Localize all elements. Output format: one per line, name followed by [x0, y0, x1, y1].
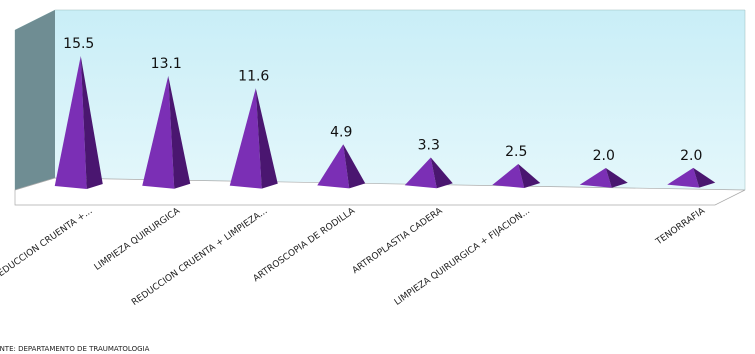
pyramid-side [518, 164, 541, 188]
pyramid [54, 56, 103, 189]
pyramid-face [317, 144, 350, 189]
pyramid-side [430, 157, 453, 189]
pyramid [579, 168, 628, 188]
pyramid-face [142, 75, 175, 189]
x-tick-label: ARTROSCOPIA DE RODILLA [252, 206, 358, 284]
x-tick-label: ARTROPLASTIA CADERA [351, 206, 445, 276]
pyramid-face [404, 157, 437, 189]
floor [14, 177, 746, 206]
x-tick-label: REDUCCION CRUENTA +... [0, 206, 94, 282]
pyramid-face [229, 88, 262, 189]
pyramid-side [605, 168, 628, 188]
value-label: 11.6 [238, 68, 269, 84]
pyramid-side [693, 167, 716, 188]
pyramid [667, 167, 716, 188]
value-label: 13.1 [151, 56, 182, 72]
pyramid-face [579, 168, 612, 188]
pyramid [229, 88, 278, 189]
value-label: 4.9 [330, 124, 352, 140]
pyramid [142, 75, 191, 189]
pyramid-side [80, 56, 103, 189]
pyramid-side [255, 88, 278, 189]
x-tick-label: LIMPIEZA QUIRURGICA + FIJACION... [393, 206, 532, 308]
x-tick-label: LIMPIEZA QUIRURGICA [93, 206, 183, 273]
pyramid-face [492, 164, 525, 188]
source-note: FUENTE: DEPARTAMENTO DE TRAUMATOLOGIA [0, 345, 150, 353]
back-wall [14, 9, 746, 191]
x-tick-label: TENORRAFIA [653, 206, 707, 248]
x-tick-label: REDUCCION CRUENTA + LIMPIEZA... [130, 206, 269, 308]
side-wall [15, 10, 55, 190]
value-label: 3.3 [418, 138, 440, 154]
pyramid-side [168, 75, 191, 189]
value-label: 15.5 [63, 36, 94, 52]
pyramid [404, 157, 453, 189]
value-label: 2.5 [505, 144, 527, 160]
pyramid [317, 144, 366, 189]
pyramid-side [343, 144, 366, 189]
value-label: 2.0 [593, 148, 615, 164]
pyramid-face [667, 167, 700, 188]
pyramid-face [54, 56, 87, 189]
value-label: 2.0 [680, 148, 702, 164]
pyramid [492, 164, 541, 188]
